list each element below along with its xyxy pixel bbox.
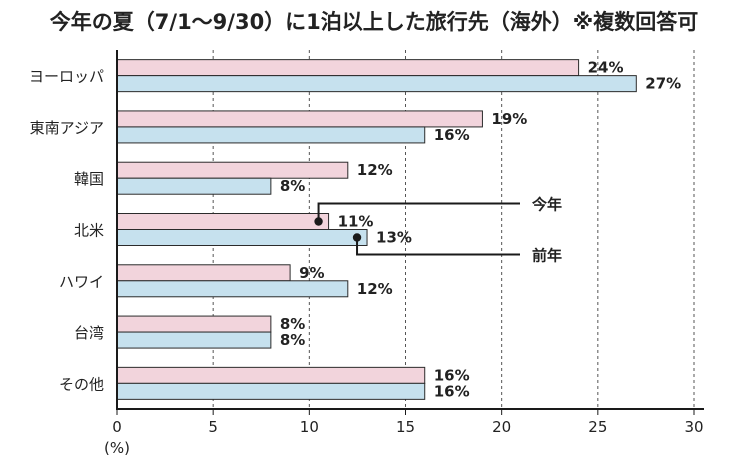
x-unit-label: (%) [104, 439, 130, 457]
legend-label-this-year: 今年 [531, 196, 562, 214]
value-label-this-year-4: 9% [299, 264, 324, 282]
value-label-last-year-5: 8% [280, 331, 305, 349]
bar-this-year-5 [116, 315, 272, 333]
axis-layer: 0 5 10 15 20 25 30 (%) [104, 50, 704, 457]
bar-last-year-0 [116, 75, 637, 93]
category-label-5: 台湾 [74, 324, 104, 342]
value-label-last-year-3: 13% [376, 229, 412, 247]
x-tick-label-15: 15 [396, 418, 415, 436]
x-tick-label-30: 30 [684, 418, 703, 436]
value-label-last-year-0: 27% [645, 75, 681, 93]
value-label-this-year-6: 16% [434, 366, 470, 384]
value-label-last-year-4: 12% [357, 280, 393, 298]
bar-this-year-3 [116, 213, 330, 230]
x-tick-label-25: 25 [588, 418, 607, 436]
value-label-this-year-2: 12% [357, 161, 393, 179]
value-label-this-year-0: 24% [588, 59, 624, 77]
category-label-0: ヨーロッパ [29, 68, 104, 86]
callout-line-last-year [356, 237, 520, 256]
value-label-last-year-6: 16% [434, 382, 470, 400]
x-tick-label-5: 5 [208, 418, 218, 436]
bar-last-year-5 [116, 331, 272, 349]
value-label-this-year-5: 8% [280, 315, 305, 333]
bar-this-year-2 [116, 161, 349, 179]
bar-last-year-3 [116, 229, 368, 246]
category-label-2: 韓国 [74, 170, 104, 188]
x-tick-label-0: 0 [112, 418, 122, 436]
bar-this-year-6 [116, 366, 426, 384]
category-label-4: ハワイ [59, 273, 104, 291]
chart-title: 今年の夏（7/1～9/30）に1泊以上した旅行先（海外）※複数回答可 [50, 10, 698, 34]
bar-this-year-0 [116, 59, 580, 77]
bar-this-year-4 [116, 264, 291, 282]
category-label-3: 北米 [74, 222, 104, 240]
bar-last-year-6 [116, 382, 426, 400]
category-label-6: その他 [59, 375, 104, 393]
label-layer: 24% 27% ヨーロッパ 19% 16% 東南アジア 12% 8% 韓国 11%13% 北米 9% 1… [29, 59, 681, 401]
category-label-1: 東南アジア [30, 119, 104, 137]
callout-line-this-year [317, 202, 520, 222]
value-label-last-year-1: 16% [434, 126, 470, 144]
bar-last-year-2 [116, 177, 272, 195]
x-tick-label-20: 20 [492, 418, 511, 436]
value-label-this-year-3: 11% [338, 213, 374, 231]
value-label-last-year-2: 8% [280, 177, 305, 195]
value-label-this-year-1: 19% [491, 110, 527, 128]
bar-last-year-4 [116, 280, 349, 298]
bar-last-year-1 [116, 126, 426, 144]
x-tick-label-10: 10 [300, 418, 319, 436]
bar-this-year-1 [116, 110, 483, 128]
legend-label-last-year: 前年 [532, 247, 562, 265]
